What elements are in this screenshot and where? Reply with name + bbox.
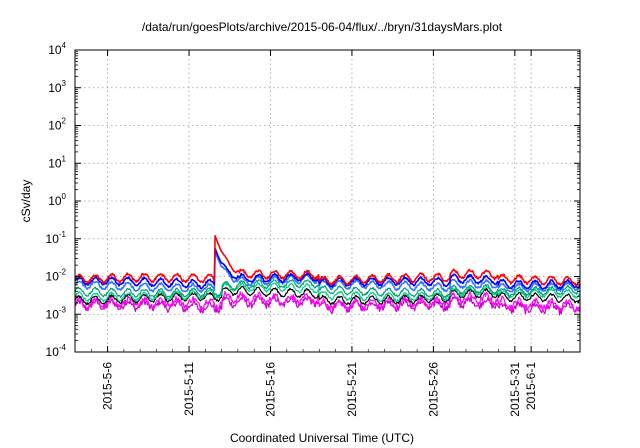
grid bbox=[75, 50, 580, 352]
x-tick-label: 2015-5-6 bbox=[101, 362, 115, 410]
y-tick-label: 102 bbox=[48, 117, 66, 133]
series-line-5 bbox=[74, 285, 581, 306]
y-axis-ticks: 10-4 10-3 10-2 10-1 100 101 102 103 104 bbox=[46, 41, 580, 359]
x-tick-label: 2015-5-21 bbox=[345, 362, 359, 417]
y-tick-label: 10-2 bbox=[46, 268, 67, 284]
series-line-4 bbox=[74, 282, 581, 303]
y-tick-label: 101 bbox=[48, 154, 66, 170]
y-tick-label: 10-3 bbox=[46, 305, 67, 321]
x-axis-ticks: 2015-5-6 2015-5-11 2015-5-16 2015-5-21 2015-… bbox=[74, 50, 581, 417]
x-tick-label: 2015-5-11 bbox=[182, 362, 196, 416]
y-tick-label: 103 bbox=[48, 79, 66, 95]
chart-title: /data/run/goesPlots/archive/2015-06-04/f… bbox=[142, 20, 503, 34]
series-line-1 bbox=[74, 247, 581, 290]
x-tick-label: 2015-5-31 bbox=[508, 362, 522, 417]
series-line-3 bbox=[74, 279, 581, 299]
x-axis-label: Coordinated Universal Time (UTC) bbox=[230, 431, 414, 445]
y-tick-label: 10-4 bbox=[46, 343, 67, 359]
x-tick-label: 2015-5-26 bbox=[426, 362, 440, 417]
y-axis-label: cSv/day bbox=[19, 180, 33, 223]
series-line-6 bbox=[74, 290, 581, 313]
x-tick-label: 2015-6-1 bbox=[524, 362, 538, 410]
series-group bbox=[74, 235, 581, 316]
y-tick-label: 10-1 bbox=[46, 230, 67, 246]
y-tick-label: 104 bbox=[48, 41, 66, 57]
series-line-7 bbox=[74, 294, 581, 316]
plot-frame bbox=[74, 49, 581, 353]
series-line-0 bbox=[74, 235, 581, 287]
y-tick-label: 100 bbox=[48, 192, 66, 208]
x-tick-label: 2015-5-16 bbox=[263, 362, 277, 417]
